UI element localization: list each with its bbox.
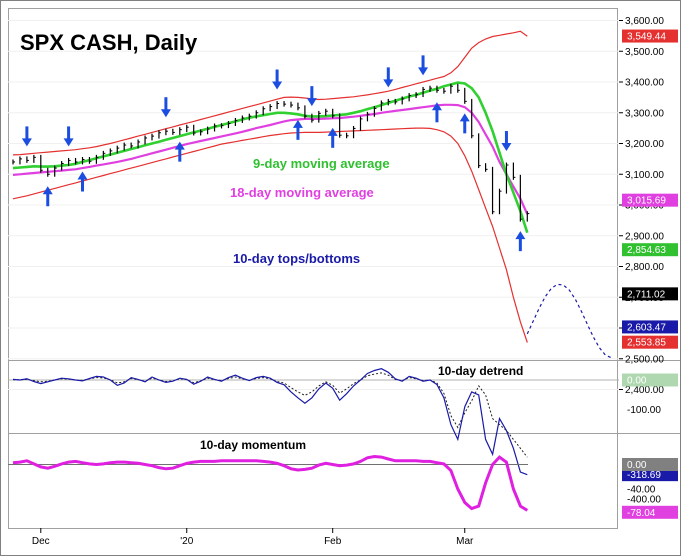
detrend-title: 10-day detrend [438, 364, 523, 378]
top-arrow-head [418, 67, 429, 76]
price-value-tag [622, 243, 678, 257]
chart-title: SPX CASH, Daily [20, 30, 198, 55]
bottom-arrow-head [459, 113, 470, 122]
price-series-group [12, 30, 530, 343]
bottom-arrow-head [327, 127, 338, 136]
top-arrow-head [160, 109, 171, 118]
projection-line [526, 283, 612, 359]
price-y-tick-label: 3,600.00 [625, 16, 664, 27]
detrend-value-tag [622, 468, 678, 482]
top-arrow-head [501, 143, 512, 152]
momentum-line [12, 454, 529, 512]
top-arrow-head [272, 81, 283, 90]
price-value-tag-label: 2,553.85 [627, 338, 666, 349]
ma9-annotation: 9-day moving average [253, 156, 390, 171]
plot-area-frame [8, 8, 618, 529]
detrend-value-tag-label: -318.69 [627, 470, 661, 481]
price-value-tag-label: 3,549.44 [627, 32, 666, 43]
x-tick-label: Feb [324, 536, 342, 547]
price-y-tick-label: 3,200.00 [625, 139, 664, 150]
x-tick-label: Dec [32, 536, 50, 547]
price-value-tag [622, 335, 678, 349]
price-y-tick-label: 3,100.00 [625, 170, 664, 181]
price-value-tag [622, 29, 678, 43]
bottom-arrow-head [42, 186, 53, 195]
bottom-arrow-head [515, 231, 526, 240]
momentum-title: 10-day momentum [200, 438, 306, 452]
x-axis: Dec '20 Feb Mar [32, 528, 474, 547]
value-tags-group: 3,549.44 3,015.69 2,854.63 2,711.02 2,603.47… [622, 29, 678, 519]
price-y-tick-label: 2,400.00 [625, 385, 664, 396]
bottom-arrow-head [431, 102, 442, 111]
ma18-line [12, 103, 529, 215]
price-value-tag-label: 2,711.02 [627, 289, 666, 300]
detrend-value-tag [622, 373, 678, 387]
price-y-tick-label: 3,400.00 [625, 78, 664, 89]
price-value-tag-label: 2,854.63 [627, 245, 666, 256]
detrend-y-tick-label: -400.00 [627, 494, 661, 505]
tops-bottoms-arrows [21, 55, 526, 252]
price-value-tag [622, 287, 678, 301]
ma18-annotation: 18-day moving average [230, 185, 374, 200]
price-value-tag [622, 193, 678, 207]
price-y-tick-label: 2,500.00 [625, 354, 664, 365]
momentum-value-tag-label: -78.04 [627, 508, 656, 519]
bottom-arrow-head [77, 171, 88, 180]
top-arrow-head [63, 138, 74, 147]
top-arrow-head [306, 98, 317, 107]
price-y-tick-label: 2,900.00 [625, 231, 664, 242]
price-y-tick-label: 3,500.00 [625, 47, 664, 58]
x-tick-label: Mar [456, 536, 474, 547]
momentum-y-tick-label: -40.00 [627, 485, 656, 496]
upper-band-line [12, 30, 528, 156]
price-y-tick-label: 2,800.00 [625, 262, 664, 273]
tops-bottoms-annotation: 10-day tops/bottoms [233, 251, 360, 266]
detrend-value-tag-label: 0.00 [627, 376, 647, 387]
price-y-tick-label: 3,300.00 [625, 108, 664, 119]
detrend-line [12, 368, 528, 476]
top-arrow-head [383, 79, 394, 88]
lower-band-line [12, 127, 528, 343]
ma9-line [12, 81, 529, 234]
momentum-value-tag [622, 505, 678, 519]
x-tick-label: '20 [180, 536, 193, 547]
price-value-tag-label: 2,603.47 [627, 322, 666, 333]
price-value-tag [622, 320, 678, 334]
price-value-tag-label: 3,015.69 [627, 196, 666, 207]
bottom-arrow-head [292, 119, 303, 128]
momentum-value-tag-label: 0.00 [627, 460, 647, 471]
top-arrow-head [21, 138, 32, 147]
momentum-value-tag [622, 458, 678, 471]
projection-group [526, 283, 612, 359]
bottom-arrow-head [174, 141, 185, 150]
detrend-y-tick-label: -100.00 [627, 405, 661, 416]
